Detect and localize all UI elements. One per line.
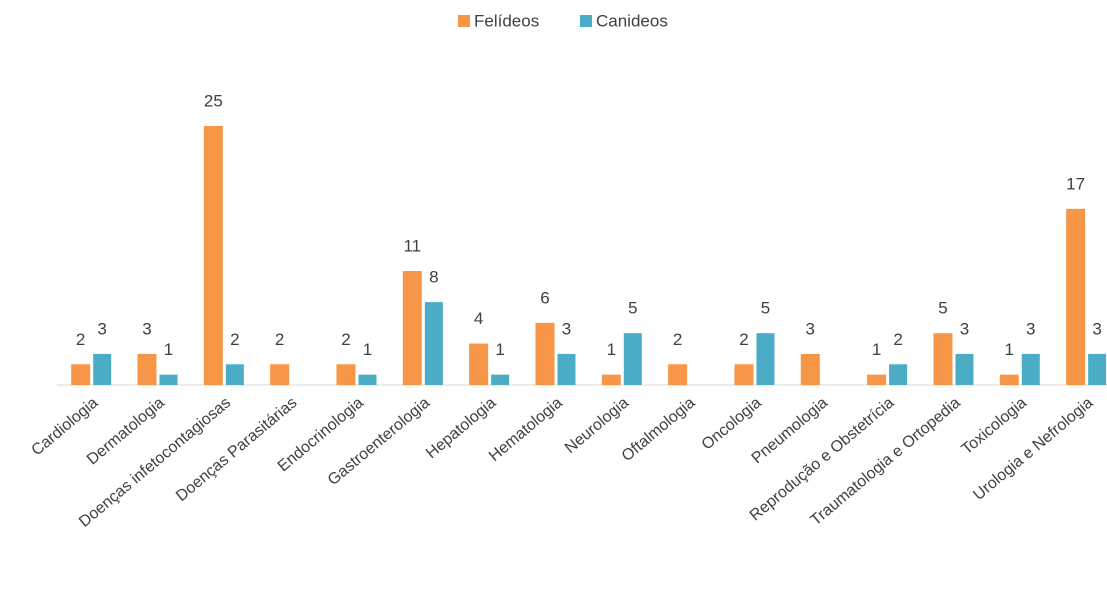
data-label: 8 xyxy=(429,268,438,287)
data-label: 17 xyxy=(1066,174,1085,193)
bar xyxy=(601,374,621,385)
bar xyxy=(469,343,489,385)
data-label: 3 xyxy=(97,319,106,338)
x-tick-label: Oftalmologia xyxy=(619,394,699,465)
bar xyxy=(623,333,642,385)
bar xyxy=(1021,353,1040,385)
data-label: 2 xyxy=(341,330,350,349)
data-label: 5 xyxy=(761,299,770,318)
data-label: 1 xyxy=(164,340,173,359)
bar xyxy=(955,353,974,385)
bar xyxy=(225,364,244,385)
data-label: 2 xyxy=(739,330,748,349)
data-label: 3 xyxy=(1026,319,1035,338)
x-tick-label: Hematologia xyxy=(486,394,566,465)
data-label: 2 xyxy=(893,330,902,349)
data-label: 5 xyxy=(628,299,637,318)
data-label: 2 xyxy=(275,330,284,349)
data-label: 1 xyxy=(1005,340,1014,359)
bar xyxy=(491,374,510,385)
data-label: 3 xyxy=(1092,319,1101,338)
bar xyxy=(999,374,1019,385)
bar xyxy=(137,353,157,385)
bar xyxy=(668,364,688,385)
x-tick-label: Doenças Parasitárias xyxy=(173,394,300,505)
bar xyxy=(1088,353,1107,385)
data-label: 3 xyxy=(562,319,571,338)
data-label: 2 xyxy=(76,330,85,349)
data-label: 4 xyxy=(474,309,483,328)
bar xyxy=(336,364,356,385)
data-label: 2 xyxy=(673,330,682,349)
bar xyxy=(358,374,377,385)
bar xyxy=(1066,208,1086,385)
data-label: 1 xyxy=(607,340,616,359)
data-label: 2 xyxy=(230,330,239,349)
bar xyxy=(800,353,820,385)
bar xyxy=(270,364,290,385)
data-label: 3 xyxy=(806,319,815,338)
bar xyxy=(734,364,754,385)
bar xyxy=(867,374,887,385)
bar xyxy=(93,353,112,385)
bar xyxy=(71,364,91,385)
legend-swatch xyxy=(580,15,592,27)
legend-swatch xyxy=(458,15,470,27)
bar xyxy=(557,353,576,385)
x-tick-label: Urologia e Nefrologia xyxy=(970,394,1096,504)
bar xyxy=(203,126,223,385)
data-label: 1 xyxy=(872,340,881,359)
data-label: 3 xyxy=(142,319,151,338)
bar xyxy=(889,364,908,385)
legend-label: Canideos xyxy=(596,11,668,30)
x-tick-label: Neurologia xyxy=(562,394,632,457)
data-label: 1 xyxy=(363,340,372,359)
legend-label: Felídeos xyxy=(474,11,539,30)
data-label: 1 xyxy=(495,340,504,359)
data-label: 5 xyxy=(938,299,947,318)
bar xyxy=(756,333,775,385)
bar xyxy=(933,333,953,385)
data-label: 6 xyxy=(540,288,549,307)
bar xyxy=(159,374,178,385)
bar xyxy=(424,302,443,385)
data-label: 25 xyxy=(204,91,223,110)
bar xyxy=(402,271,422,385)
data-label: 3 xyxy=(960,319,969,338)
x-tick-label: Oncologia xyxy=(699,394,765,453)
bar xyxy=(535,322,555,385)
data-label: 11 xyxy=(403,237,421,256)
